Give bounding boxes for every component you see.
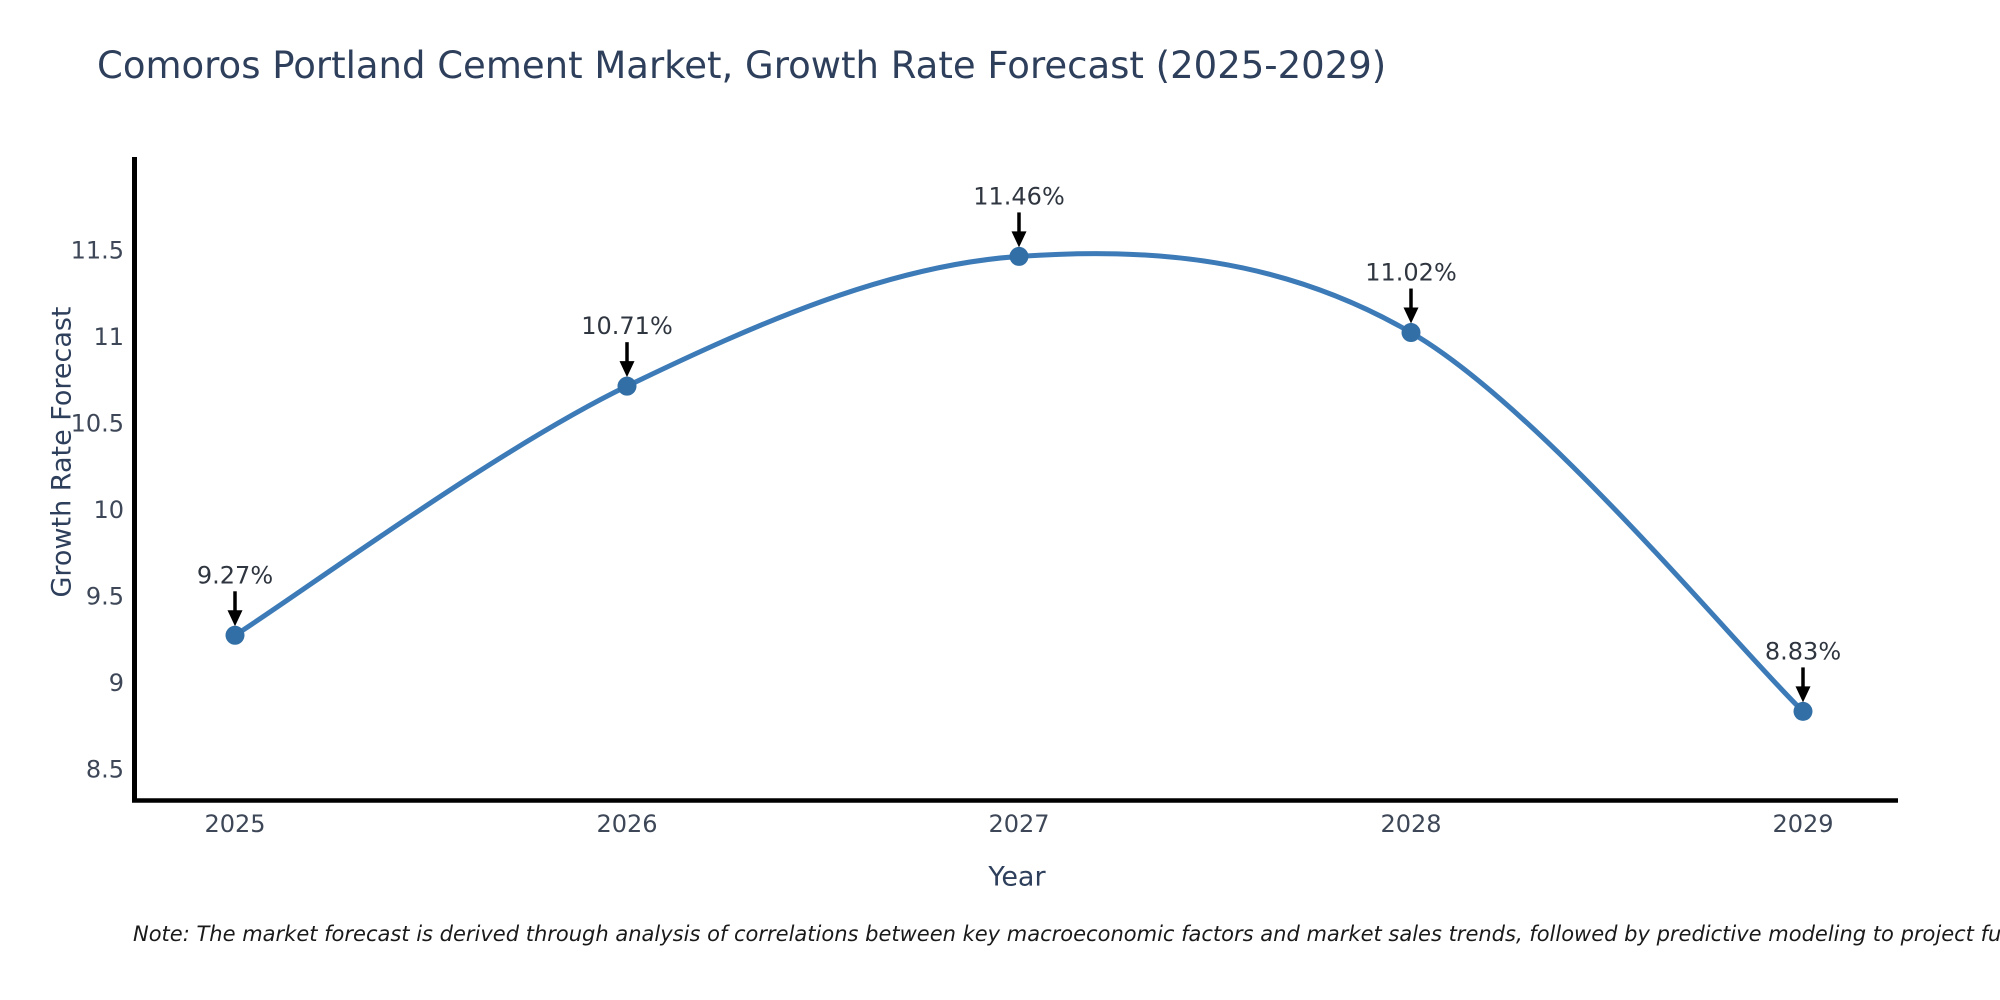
- annotation-arrowhead: [619, 361, 635, 378]
- y-tick-label: 9: [109, 669, 124, 697]
- y-tick-label: 11.5: [71, 237, 124, 265]
- y-tick-label: 8.5: [86, 756, 124, 784]
- x-axis-title: Year: [988, 861, 1046, 893]
- data-point-marker: [1401, 323, 1421, 343]
- point-annotation-label: 11.46%: [973, 182, 1065, 210]
- data-point-marker: [1793, 701, 1813, 721]
- annotation-arrowhead: [1403, 307, 1419, 324]
- data-point-marker: [617, 376, 637, 396]
- y-tick-label: 9.5: [86, 583, 124, 611]
- point-annotation-label: 8.83%: [1765, 637, 1841, 665]
- x-tick-label: 2028: [1380, 810, 1441, 838]
- point-annotation-label: 10.71%: [581, 312, 673, 340]
- data-point-marker: [225, 625, 245, 645]
- footnote: Note: The market forecast is derived thr…: [133, 922, 2000, 946]
- annotation-arrowhead: [227, 610, 243, 627]
- x-tick-label: 2025: [204, 810, 265, 838]
- annotation-arrowhead: [1795, 686, 1811, 703]
- series-line: [232, 251, 1806, 714]
- x-tick-label: 2027: [988, 810, 1049, 838]
- x-tick-label: 2029: [1772, 810, 1833, 838]
- data-point-marker: [1009, 246, 1029, 266]
- y-tick-label: 11: [93, 323, 124, 351]
- chart-title: Comoros Portland Cement Market, Growth R…: [97, 44, 1387, 87]
- y-tick-label: 10.5: [71, 410, 124, 438]
- point-annotation-label: 9.27%: [197, 561, 273, 589]
- x-tick-label: 2026: [596, 810, 657, 838]
- annotation-arrowhead: [1011, 231, 1027, 248]
- point-annotation-label: 11.02%: [1365, 259, 1457, 287]
- y-tick-label: 10: [93, 496, 124, 524]
